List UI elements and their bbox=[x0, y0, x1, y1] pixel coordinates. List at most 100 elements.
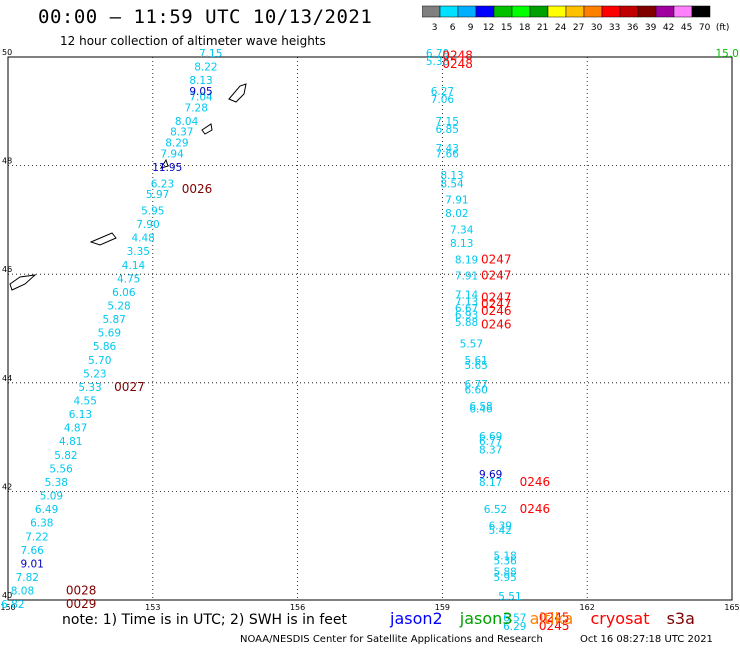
pass-time-label: 0028 bbox=[66, 584, 97, 598]
scale-label: 33 bbox=[609, 23, 620, 33]
wave-height-label: 5.97 bbox=[146, 189, 169, 201]
wave-height-label: 5.95 bbox=[141, 205, 164, 217]
wave-height-label: 8.13 bbox=[440, 170, 463, 182]
wave-height-label: 5.70 bbox=[88, 355, 111, 367]
wave-height-label: 8.13 bbox=[189, 75, 212, 87]
wave-height-label: 5.56 bbox=[49, 463, 73, 475]
wave-height-label: 5.38 bbox=[426, 56, 449, 68]
coastline bbox=[228, 83, 247, 103]
wave-height-label: 8.19 bbox=[455, 254, 478, 266]
wave-height-label: 7.04 bbox=[189, 91, 213, 103]
wave-height-label: 6.06 bbox=[112, 287, 136, 299]
wave-height-label: 6.49 bbox=[35, 504, 58, 516]
wave-height-label: 7.15 bbox=[199, 48, 222, 60]
x-tick-label: 156 bbox=[290, 603, 305, 612]
wave-height-label: 7.22 bbox=[25, 531, 48, 543]
wave-height-label: 6.58 bbox=[469, 401, 492, 413]
wave-height-label: 7.66 bbox=[20, 545, 44, 557]
scale-label: 39 bbox=[645, 23, 657, 33]
credit-line: NOAA/NESDIS Center for Satellite Applica… bbox=[240, 634, 543, 645]
coastline bbox=[201, 123, 213, 135]
wave-height-label: 5.86 bbox=[93, 341, 117, 353]
scale-swatch bbox=[691, 5, 711, 18]
wave-height-label: 7.91 bbox=[455, 271, 478, 283]
satellite-legend: jason2 jason3 altika cryosat s3a bbox=[390, 609, 707, 628]
wave-height-label: 9.01 bbox=[20, 558, 43, 570]
y-tick-label: 42 bbox=[2, 482, 12, 491]
wave-height-label: 7.14 bbox=[455, 290, 479, 302]
wave-height-label: 5.69 bbox=[98, 328, 121, 340]
satellite-s3a: s3a bbox=[666, 609, 695, 628]
wave-height-label: 15.0 bbox=[715, 48, 738, 60]
coastline bbox=[9, 274, 37, 291]
pass-time-label: 0248 bbox=[442, 49, 473, 63]
scale-label: 24 bbox=[555, 23, 567, 33]
wave-height-label: 5.28 bbox=[107, 300, 130, 312]
x-tick-label: 165 bbox=[724, 603, 739, 612]
scale-label: 70 bbox=[699, 23, 711, 33]
x-tick-label: 162 bbox=[580, 603, 595, 612]
color-scale-legend: 3 6 9 12 15 18 21 24 27 30 33 36 39 42 45 70 (ft) bbox=[422, 5, 730, 33]
wave-height-label: 6.39 bbox=[489, 520, 512, 532]
wave-height-label: 4.55 bbox=[74, 396, 97, 408]
pass-time-label: 0248 bbox=[442, 57, 473, 71]
wave-height-label: 5.95 bbox=[493, 572, 516, 584]
wave-height-label: 9.69 bbox=[479, 469, 502, 481]
wave-height-label: 7.94 bbox=[160, 148, 184, 160]
scale-label: 42 bbox=[663, 23, 674, 33]
scale-label: 21 bbox=[537, 23, 548, 33]
scale-label: 36 bbox=[627, 23, 639, 33]
pass-time-label: 0245 bbox=[539, 619, 570, 633]
page-subtitle: 12 hour collection of altimeter wave hei… bbox=[60, 34, 326, 48]
wave-height-label: 7.90 bbox=[136, 219, 159, 231]
scale-label: 30 bbox=[591, 23, 603, 33]
wave-height-label: 8.29 bbox=[165, 138, 188, 150]
wave-height-label: 5.57 bbox=[460, 339, 483, 351]
wave-height-label: 8.54 bbox=[440, 178, 464, 190]
wave-height-label: 6.85 bbox=[436, 124, 459, 136]
generated-timestamp: Oct 16 08:27:18 UTC 2021 bbox=[580, 634, 713, 645]
wave-height-label: 7.28 bbox=[185, 102, 208, 114]
wave-height-label: 6.23 bbox=[151, 178, 174, 190]
y-tick-label: 48 bbox=[2, 157, 12, 166]
plot-frame bbox=[7, 56, 733, 601]
x-tick-label: 159 bbox=[435, 603, 450, 612]
wave-height-label: 6.57 bbox=[503, 613, 526, 625]
wave-height-label: 5.88 bbox=[455, 317, 478, 329]
footer-note: note: 1) Time is in UTC; 2) SWH is in fe… bbox=[62, 612, 348, 628]
wave-height-label: 5.51 bbox=[498, 591, 521, 603]
wave-height-label: 7.43 bbox=[436, 143, 459, 155]
wave-height-label: 7.91 bbox=[445, 195, 468, 207]
wave-height-label: 7.13 bbox=[455, 297, 478, 309]
scale-label: (ft) bbox=[716, 23, 730, 33]
wave-height-label: 6.13 bbox=[69, 409, 92, 421]
x-tick-label: 153 bbox=[145, 603, 160, 612]
satellite-cryosat: cryosat bbox=[590, 609, 650, 628]
wave-height-label: 6.60 bbox=[464, 385, 487, 397]
wave-height-label: 6.29 bbox=[503, 621, 526, 633]
wave-height-label: 8.08 bbox=[11, 586, 34, 598]
wave-height-label: 4.81 bbox=[59, 436, 82, 448]
wave-height-label: 6.52 bbox=[484, 504, 507, 516]
scale-label: 6 bbox=[450, 23, 456, 33]
pass-time-label: 0246 bbox=[520, 475, 551, 489]
wave-height-label: 7.66 bbox=[436, 148, 460, 160]
page-title: 00:00 – 11:59 UTC 10/13/2021 bbox=[38, 6, 373, 28]
wave-height-label: 4.75 bbox=[117, 273, 140, 285]
wave-height-label: 6.27 bbox=[431, 86, 454, 98]
pass-time-label: 0247 bbox=[481, 269, 512, 283]
wave-height-label: 8.13 bbox=[450, 238, 473, 250]
pass-time-label: 0029 bbox=[66, 597, 97, 611]
pass-time-label: 0247 bbox=[481, 252, 512, 266]
wave-height-label: 5.23 bbox=[83, 368, 106, 380]
wave-height-label: 5.09 bbox=[40, 491, 63, 503]
satellite-altika: altika bbox=[529, 609, 574, 628]
scale-label: 3 bbox=[432, 23, 438, 33]
wave-height-label: 5.65 bbox=[464, 360, 487, 372]
wave-height-label: 5.36 bbox=[493, 556, 517, 568]
coastline bbox=[159, 158, 169, 169]
wave-height-label: 5.88 bbox=[493, 567, 516, 579]
wave-height-label: 8.37 bbox=[170, 127, 193, 139]
y-tick-label: 40 bbox=[2, 591, 12, 600]
